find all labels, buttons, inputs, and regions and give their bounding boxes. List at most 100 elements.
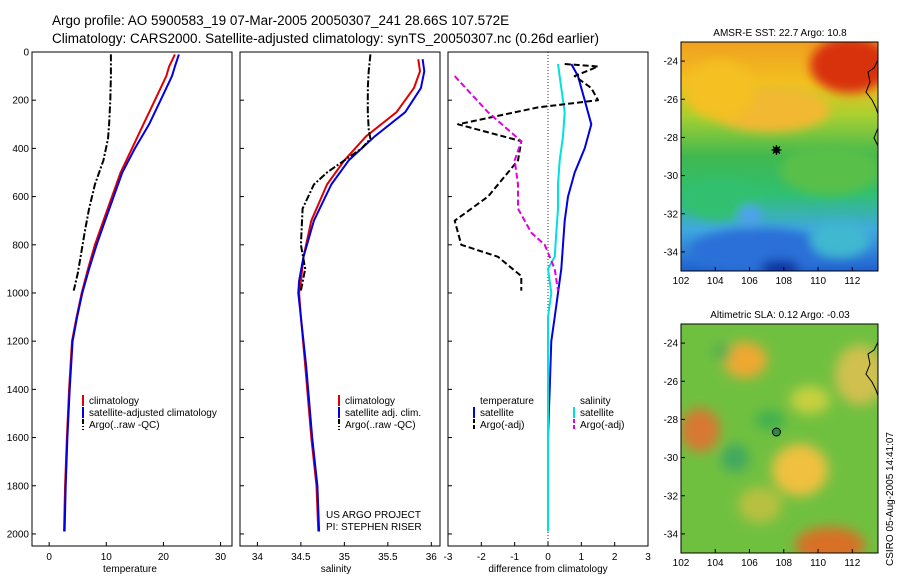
- temperature-xtick-label: 0: [46, 552, 52, 563]
- depth-tick-label: 600: [12, 192, 29, 203]
- sla-map-xtick-label: 102: [673, 558, 690, 569]
- temperature-series-argo-raw-qc: [72, 54, 112, 291]
- sst-coastline-south: [873, 127, 879, 147]
- sst-map-xtick-label: 106: [741, 276, 758, 287]
- salinity-xtick-label: 34: [252, 552, 264, 563]
- difference-xtick-label: -2: [477, 552, 486, 563]
- salinity-xtick-label: 34.5: [291, 552, 311, 563]
- sst-map-float-marker-ray: [772, 146, 781, 154]
- difference-xtick-label: -1: [510, 552, 519, 563]
- temperature-xlabel: temperature: [103, 564, 157, 575]
- salinity-panel: 34 34.5 35 35.5 36 salinity: [239, 51, 441, 575]
- sla-map-ytick-label: -28: [664, 415, 679, 426]
- sst-map-xtick-label: 112: [844, 276, 860, 287]
- depth-tick-label: 400: [12, 144, 29, 155]
- sst-map-title: AMSR-E SST: 22.7 Argo: 10.8: [713, 28, 847, 39]
- depth-tick-label: 1800: [7, 481, 30, 492]
- sst-map-frame: [680, 41, 879, 272]
- temperature-xtick-label: 30: [215, 552, 227, 563]
- legend-label-temperature-argo: Argo(-adj): [480, 420, 524, 431]
- legend-label-temperature-satellite: satellite: [480, 408, 514, 419]
- sla-map-panel: Altimetric SLA: 0.12 Argo: -0.03 102 104 1…: [664, 310, 879, 569]
- sst-map-ytick-label: -32: [664, 209, 679, 220]
- sla-map-xtick-label: 108: [775, 558, 792, 569]
- depth-tick-label: 1000: [7, 288, 30, 299]
- difference-series-temperature-satellite: [547, 63, 593, 532]
- difference-legend: temperature satellite Argo(-adj) salinit…: [473, 396, 624, 431]
- sla-map-xtick-label: 106: [741, 558, 758, 569]
- sla-map-frame: [680, 323, 879, 554]
- project-annotation-line-2: PI: STEPHEN RISER: [326, 522, 422, 533]
- difference-series-salinity-argo-adj: [453, 75, 559, 291]
- legend-label-argo: Argo(..raw -QC): [345, 420, 416, 431]
- sst-map-xtick-label: 104: [707, 276, 724, 287]
- temperature-xtick-label: 20: [158, 552, 170, 563]
- sla-heatmap: [681, 324, 878, 553]
- sst-heatmap: [681, 42, 878, 271]
- legend-label-salinity: salinity: [580, 396, 611, 407]
- side-credit-label: CSIRO 05-Aug-2005 14:41:07: [885, 432, 896, 566]
- sla-map-ytick-label: -30: [664, 453, 679, 464]
- difference-series-salinity-satellite: [547, 63, 566, 532]
- sst-map-ytick-label: -26: [664, 95, 679, 106]
- salinity-series-satellite-adj-clim: [297, 59, 426, 532]
- legend-label-argo: Argo(..raw -QC): [89, 420, 160, 431]
- depth-tick-label: 1200: [7, 337, 30, 348]
- legend-label-satellite: satellite-adjusted climatology: [89, 408, 217, 419]
- sst-map-xtick-label: 110: [810, 276, 826, 287]
- sla-map-ytick-label: -24: [664, 339, 679, 350]
- depth-tick-label: 200: [12, 96, 29, 107]
- depth-tick-label: 800: [12, 240, 29, 251]
- sla-map-xtick-label: 104: [707, 558, 724, 569]
- salinity-axes-frame: [239, 51, 441, 547]
- sst-map-ytick-label: -28: [664, 133, 679, 144]
- sla-map-title: Altimetric SLA: 0.12 Argo: -0.03: [710, 310, 850, 321]
- difference-xtick-label: 1: [579, 552, 585, 563]
- difference-xtick-label: 3: [645, 552, 651, 563]
- sst-map-ytick-label: -24: [664, 57, 679, 68]
- salinity-legend: climatology satellite adj. clim. Argo(..…: [326, 395, 422, 533]
- difference-xtick-label: -3: [444, 552, 453, 563]
- sst-map-panel: AMSR-E SST: 22.7 Argo: 10.8 102 104 106 108…: [664, 28, 879, 287]
- legend-label-salinity-satellite: satellite: [580, 408, 614, 419]
- temperature-axes-frame: [31, 51, 233, 547]
- header-line-1: Argo profile: AO 5900583_19 07-Mar-2005 …: [52, 13, 509, 28]
- salinity-xtick-label: 35: [339, 552, 351, 563]
- header-line-2: Climatology: CARS2000. Satellite-adjuste…: [52, 31, 599, 46]
- sst-map-ytick-label: -34: [664, 247, 679, 258]
- sla-map-xtick-label: 112: [844, 558, 860, 569]
- depth-tick-label: 0: [23, 48, 29, 59]
- sla-map-ytick-label: -26: [664, 377, 679, 388]
- sla-coastline: [865, 341, 879, 397]
- sla-map-ytick-label: -32: [664, 491, 679, 502]
- legend-label-climatology: climatology: [345, 396, 395, 407]
- temperature-panel: 0 10 20 30 0 200 400 600 800 1000 1200 1400 1600 1800…: [7, 48, 233, 575]
- difference-panel: -3 -2 -1 0 1 2 3 difference from climatology: [444, 51, 651, 575]
- legend-label-temperature: temperature: [480, 396, 534, 407]
- depth-tick-label: 1400: [7, 385, 30, 396]
- difference-xtick-label: 2: [612, 552, 618, 563]
- temperature-series-satellite-adjusted-climatology: [63, 54, 180, 532]
- legend-label-climatology: climatology: [89, 396, 139, 407]
- sla-map-ytick-label: -34: [664, 529, 679, 540]
- depth-tick-label: 1600: [7, 433, 30, 444]
- temperature-xtick-label: 10: [101, 552, 113, 563]
- sla-map-float-marker: [771, 427, 781, 437]
- salinity-xtick-label: 36: [426, 552, 438, 563]
- salinity-xtick-label: 35.5: [378, 552, 398, 563]
- temperature-legend: climatology satellite-adjusted climatolo…: [82, 395, 217, 431]
- sst-coastline: [865, 59, 879, 115]
- sst-map-ytick-label: -30: [664, 171, 679, 182]
- difference-xtick-label: 0: [545, 552, 551, 563]
- difference-xlabel: difference from climatology: [488, 564, 607, 575]
- sst-map-xtick-label: 108: [775, 276, 792, 287]
- salinity-series-argo-raw-qc: [299, 54, 372, 291]
- sst-map-xtick-label: 102: [673, 276, 690, 287]
- depth-tick-label: 2000: [7, 529, 30, 540]
- salinity-xlabel: salinity: [321, 564, 352, 575]
- sla-map-xtick-label: 110: [810, 558, 826, 569]
- project-annotation-line-1: US ARGO PROJECT: [326, 510, 421, 521]
- legend-label-salinity-argo: Argo(-adj): [580, 420, 624, 431]
- legend-label-satellite: satellite adj. clim.: [345, 408, 421, 419]
